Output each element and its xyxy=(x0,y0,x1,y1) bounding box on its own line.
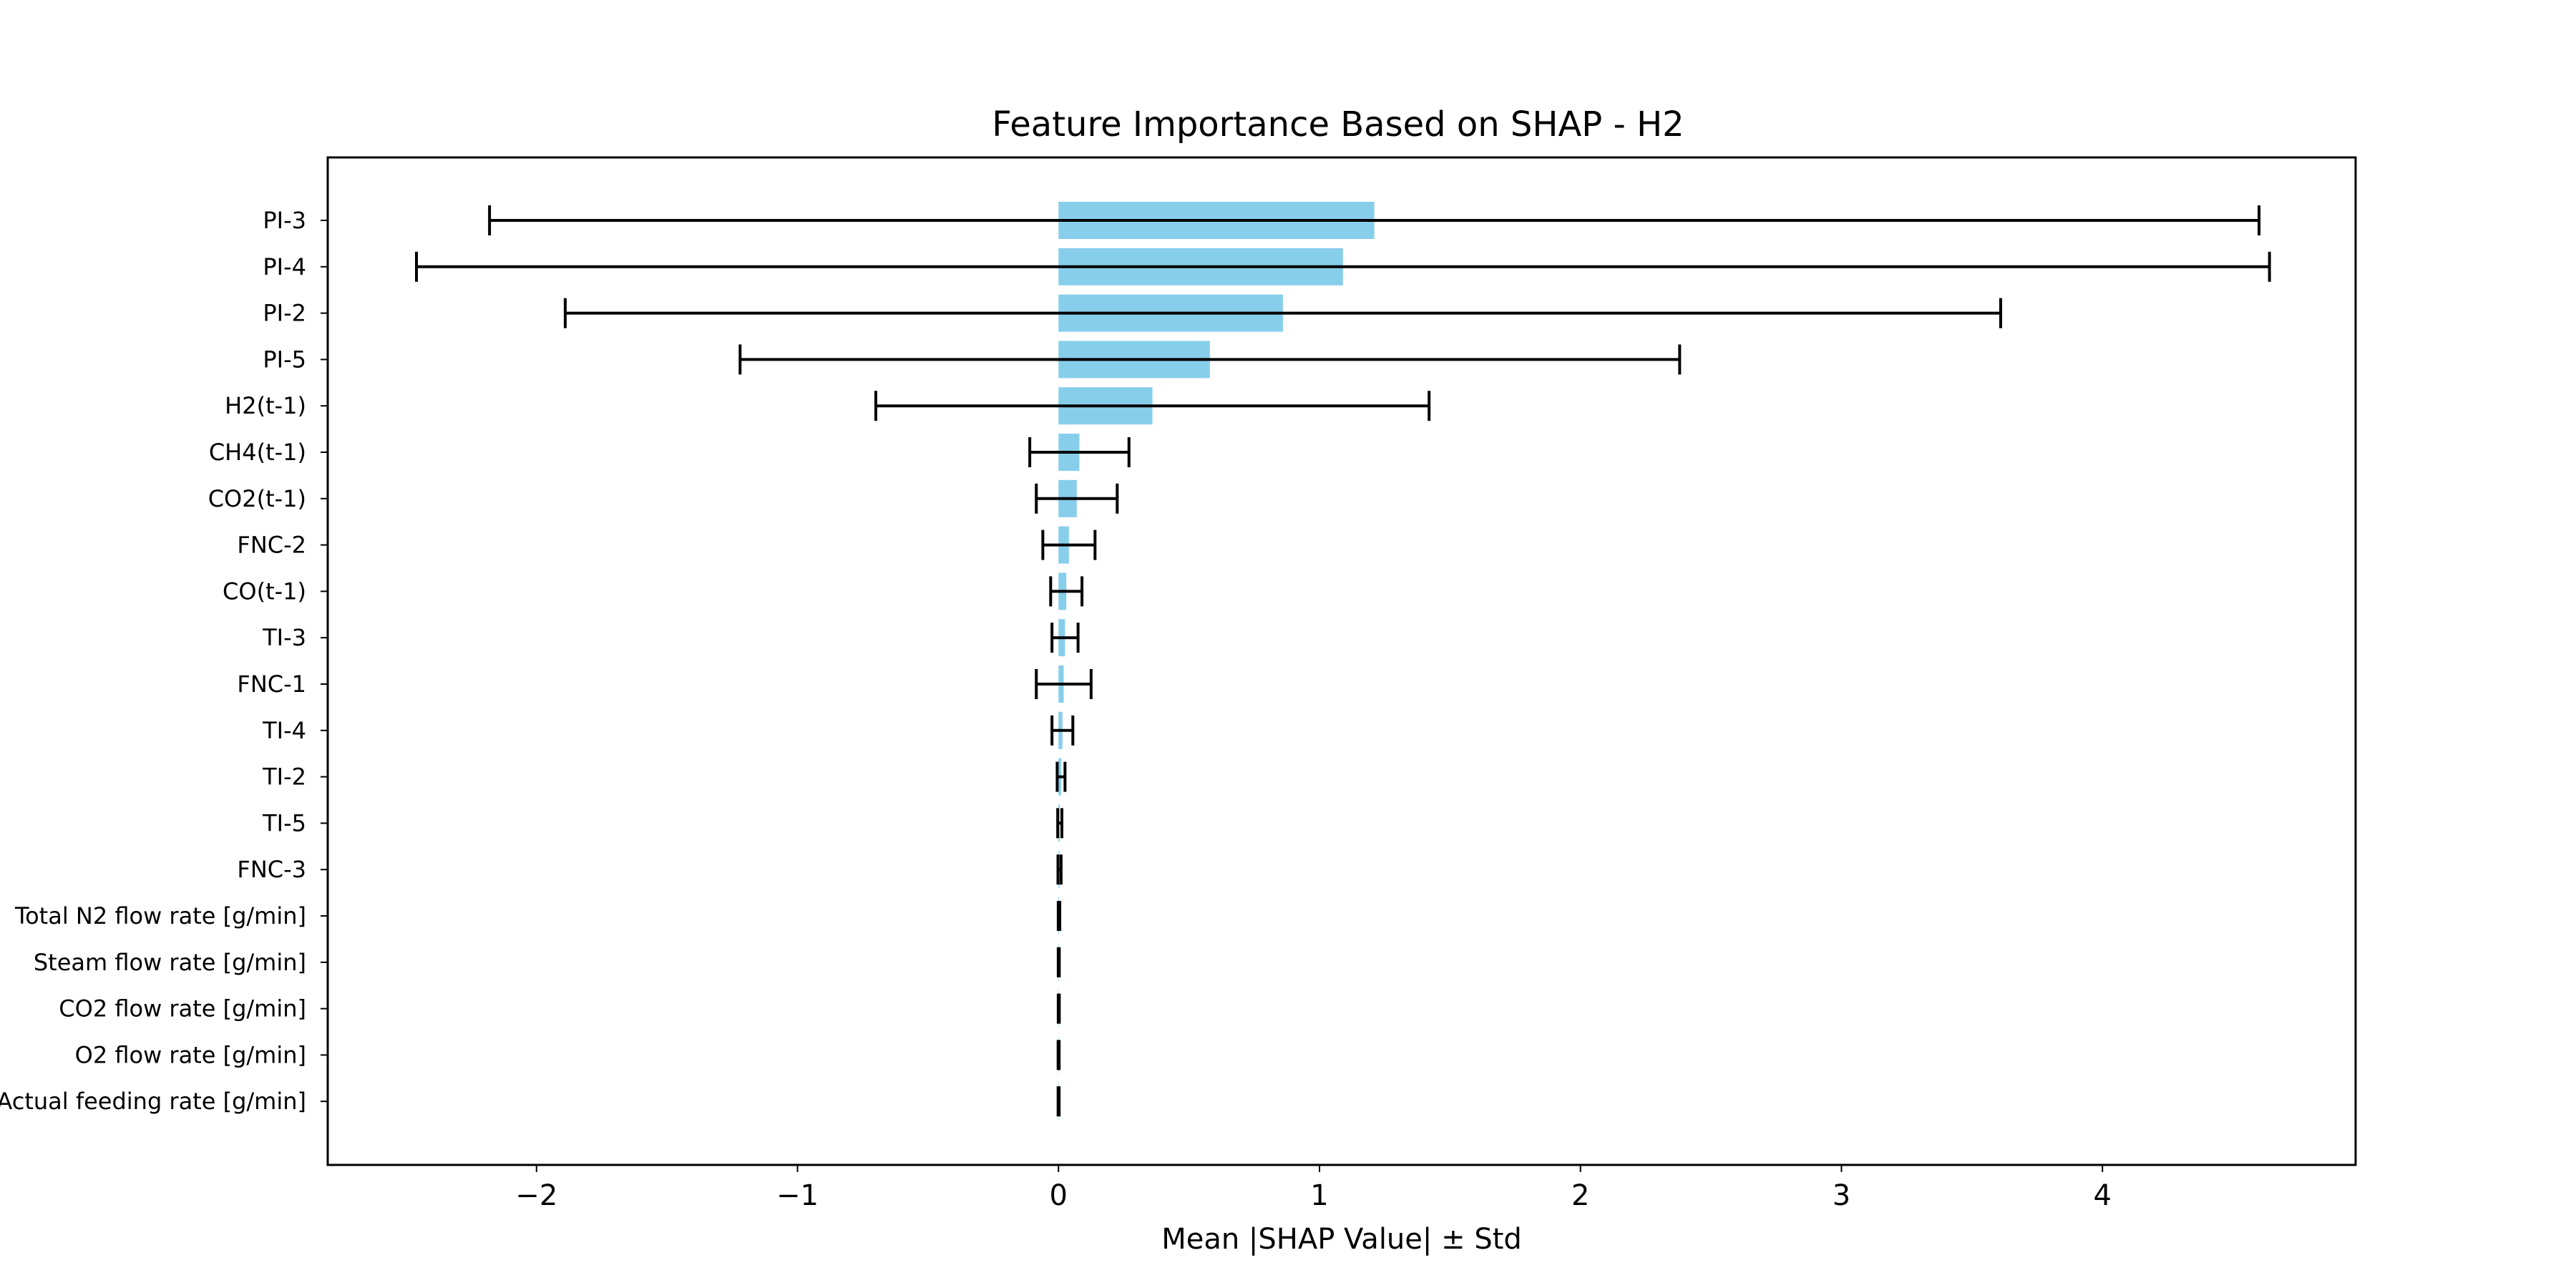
y-tick-label-16: Steam flow rate [g/min] xyxy=(34,949,306,976)
error-bar-9 xyxy=(1050,623,1080,653)
y-tick-label-17: CO2 flow rate [g/min] xyxy=(59,995,306,1023)
y-tick-label-18: O2 flow rate [g/min] xyxy=(75,1041,306,1068)
x-tick-label-0: −2 xyxy=(515,1179,557,1212)
plot-area: PI-3 PI-4 PI-2 PI-5 H2(t-1) CH4(t-1) CO2(t-1) F… xyxy=(0,156,2357,1212)
error-bar-0 xyxy=(488,205,2261,235)
y-tick-label-8: CO(t-1) xyxy=(223,577,306,605)
bars-group xyxy=(1058,202,1375,1121)
y-tick-label-9: TI-3 xyxy=(262,624,306,651)
y-tick-label-7: FNC-2 xyxy=(237,532,306,559)
error-bar-14 xyxy=(1056,854,1063,885)
y-axis: PI-3 PI-4 PI-2 PI-5 H2(t-1) CH4(t-1) CO2(t-1) F… xyxy=(0,207,328,1115)
error-bar-8 xyxy=(1049,576,1084,607)
y-tick-label-2: PI-2 xyxy=(263,300,306,327)
error-bar-2 xyxy=(563,298,2002,328)
y-tick-label-4: H2(t-1) xyxy=(225,392,306,419)
x-axis: −2 −1 0 1 2 3 4 xyxy=(515,1165,2112,1212)
error-bars-group xyxy=(415,205,2271,1117)
y-tick-label-19: Actual feeding rate [g/min] xyxy=(0,1088,306,1115)
y-tick-label-11: TI-4 xyxy=(262,717,306,744)
x-tick-label-4: 2 xyxy=(1571,1179,1589,1212)
y-tick-label-6: CO2(t-1) xyxy=(208,485,306,512)
x-axis-label: Mean |SHAP Value| ± Std xyxy=(1161,1223,1522,1256)
y-tick-label-15: Total N2 flow rate [g/min] xyxy=(14,902,306,930)
y-tick-label-3: PI-5 xyxy=(263,346,306,373)
error-bar-17 xyxy=(1056,993,1061,1024)
x-tick-label-5: 3 xyxy=(1833,1179,1850,1212)
error-bar-16 xyxy=(1056,947,1061,977)
error-bar-19 xyxy=(1056,1086,1061,1117)
chart-title: Feature Importance Based on SHAP - H2 xyxy=(992,104,1684,145)
error-bar-15 xyxy=(1056,901,1062,931)
error-bar-10 xyxy=(1035,669,1093,699)
error-bar-3 xyxy=(738,344,1682,375)
error-bar-13 xyxy=(1056,808,1064,839)
error-bar-6 xyxy=(1035,483,1119,514)
error-bar-4 xyxy=(874,391,1431,421)
y-tick-label-0: PI-3 xyxy=(263,207,306,234)
y-tick-label-14: FNC-3 xyxy=(237,856,306,883)
y-tick-label-10: FNC-1 xyxy=(237,670,306,698)
y-tick-label-1: PI-4 xyxy=(263,253,306,280)
axes-frame xyxy=(326,156,2357,1166)
error-bar-1 xyxy=(415,251,2271,282)
x-tick-label-1: −1 xyxy=(776,1179,819,1212)
y-tick-label-13: TI-5 xyxy=(262,809,306,836)
y-tick-label-12: TI-2 xyxy=(262,763,306,791)
y-tick-label-5: CH4(t-1) xyxy=(209,439,306,466)
x-tick-label-6: 4 xyxy=(2093,1179,2111,1212)
error-bar-12 xyxy=(1055,761,1067,792)
x-tick-label-3: 1 xyxy=(1310,1179,1328,1212)
error-bar-11 xyxy=(1050,715,1075,746)
error-bar-18 xyxy=(1056,1040,1061,1070)
error-bar-5 xyxy=(1028,437,1131,467)
x-tick-label-2: 0 xyxy=(1050,1179,1068,1212)
error-bar-7 xyxy=(1041,530,1097,560)
